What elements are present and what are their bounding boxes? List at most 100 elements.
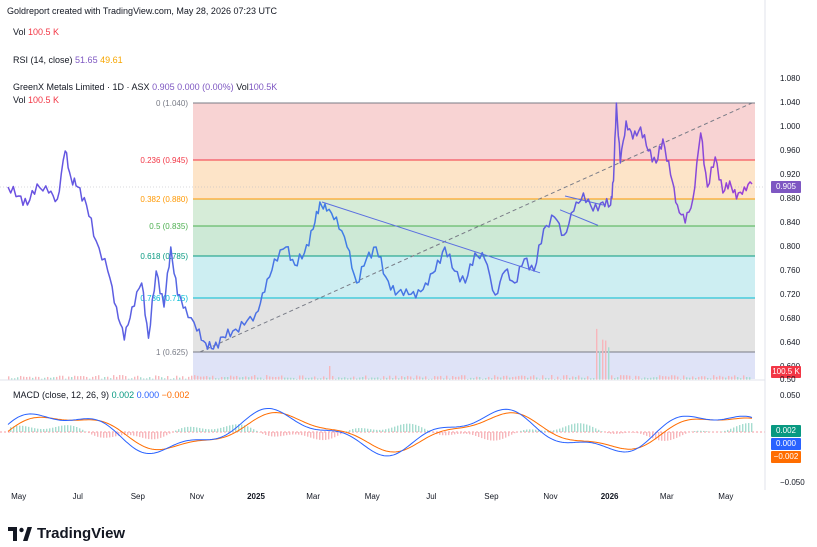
macd-histogram-bar — [94, 432, 96, 436]
macd-histogram-bar — [376, 429, 378, 432]
macd-histogram-bar — [274, 432, 276, 437]
symbol-price: 0.905 — [152, 82, 175, 92]
volume-bar — [140, 377, 142, 380]
time-axis-tick: Mar — [659, 492, 674, 501]
macd-histogram-bar — [103, 432, 105, 438]
volume-bar — [203, 376, 205, 380]
volume-bar — [128, 378, 130, 380]
volume-bar — [422, 377, 424, 380]
trend-lines[interactable] — [199, 102, 753, 353]
macd-histogram-bar — [481, 432, 483, 439]
macd-histogram-bar — [682, 432, 684, 436]
macd-axis-bottom: −0.050 — [780, 478, 805, 487]
volume-bar — [89, 378, 91, 380]
macd-histogram-bar — [292, 432, 294, 435]
macd-histogram-bar — [322, 432, 324, 441]
macd-histogram-bar — [337, 432, 339, 436]
macd-histogram-bar — [676, 432, 678, 438]
volume-bar — [23, 376, 25, 380]
macd-histogram-bar — [556, 429, 558, 432]
volume-bar — [467, 378, 469, 380]
macd-histogram-bar — [484, 432, 486, 440]
macd-legend[interactable]: MACD (close, 12, 26, 9) 0.002 0.000 −0.0… — [13, 390, 189, 400]
macd-histogram-bar — [553, 430, 555, 432]
price-axis-tick: 0.920 — [780, 170, 801, 179]
macd-histogram-bar — [301, 432, 303, 436]
macd-histogram-bar — [547, 430, 549, 432]
volume-bar — [461, 375, 463, 380]
volume-bar — [29, 376, 31, 380]
macd-histogram-bar — [52, 427, 54, 432]
volume-bar — [287, 377, 289, 380]
macd-histogram-bar — [331, 432, 333, 439]
volume-bar — [569, 377, 571, 380]
volume-bar — [554, 378, 556, 380]
volume-bar — [476, 376, 478, 380]
volume-bar — [275, 376, 277, 380]
volume-bar — [722, 376, 724, 380]
volume-bar — [458, 376, 460, 380]
macd-histogram-bar — [139, 432, 141, 438]
time-axis-tick: 2025 — [247, 492, 265, 501]
macd-histogram-bar — [736, 426, 738, 432]
volume-bar — [95, 375, 97, 380]
macd-histogram-bar — [643, 432, 645, 435]
macd-histogram-bar — [415, 424, 417, 432]
time-axis-tick: Nov — [189, 492, 205, 501]
volume-top-legend[interactable]: Vol 100.5 K — [13, 27, 59, 37]
volume-bar — [266, 375, 268, 380]
macd-histogram-bar — [313, 432, 315, 439]
macd-histogram-bar — [310, 432, 312, 438]
macd-histogram-bar — [43, 428, 45, 432]
volume-bar — [269, 376, 271, 380]
volume-bar — [221, 376, 223, 380]
volume-bar — [251, 376, 253, 380]
macd-histogram-bar — [97, 432, 99, 437]
volume-bar — [155, 375, 157, 380]
volume-bar — [41, 378, 43, 380]
macd-histogram-bar — [247, 426, 249, 432]
flag-lower-line — [559, 209, 599, 226]
macd-histogram-bar — [538, 430, 540, 432]
macd-axis-top: 0.050 — [780, 391, 801, 400]
volume-bar — [686, 377, 688, 380]
symbol-legend[interactable]: GreenX Metals Limited · 1D · ASX 0.905 0… — [13, 82, 277, 92]
macd-histogram-bar — [388, 428, 390, 432]
macd-histogram-bar — [205, 428, 207, 432]
volume-bar — [53, 377, 55, 380]
macd-histogram-bar — [466, 432, 468, 434]
volume-bar — [122, 375, 124, 380]
macd-histogram-bar — [136, 432, 138, 437]
fib-retracement[interactable]: 0 (1.040) 0.236 (0.945) 0.382 (0.880) 0.5 (… — [140, 99, 755, 379]
volume-legend[interactable]: Vol 100.5 K — [13, 95, 59, 105]
macd-histogram-bar — [523, 430, 525, 432]
volume-bar — [134, 376, 136, 380]
tradingview-logo[interactable]: TradingView — [8, 525, 125, 542]
macd-histogram-bar — [616, 432, 618, 434]
volume-bar — [362, 377, 364, 380]
symbol-volume-value: 100.5K — [248, 82, 278, 92]
volume-bar — [629, 375, 631, 380]
volume-bar — [323, 376, 325, 380]
macd-histogram-bar — [55, 426, 57, 432]
volume-bar — [332, 375, 334, 380]
volume-bar — [260, 377, 262, 380]
macd-histogram-bar — [613, 432, 615, 434]
volume-bar — [8, 376, 10, 380]
macd-histogram-bar — [499, 432, 501, 440]
macd-histogram-bar — [505, 432, 507, 438]
macd-histogram-bar — [199, 427, 201, 432]
volume-bar — [509, 377, 511, 380]
macd-histogram-bar — [373, 429, 375, 432]
fib-level-label: 0.618 (0.785) — [140, 252, 188, 261]
macd-histogram-bar — [361, 428, 363, 432]
volume-bar — [320, 378, 322, 380]
macd-histogram-bar — [571, 424, 573, 432]
volume-bar — [572, 376, 574, 380]
macd-histogram-bar — [631, 432, 633, 433]
rsi-legend[interactable]: RSI (14, close) 51.65 49.61 — [13, 55, 123, 65]
volume-bar — [149, 377, 151, 380]
volume-bar — [650, 377, 652, 380]
rsi-value-2: 49.61 — [100, 55, 123, 65]
